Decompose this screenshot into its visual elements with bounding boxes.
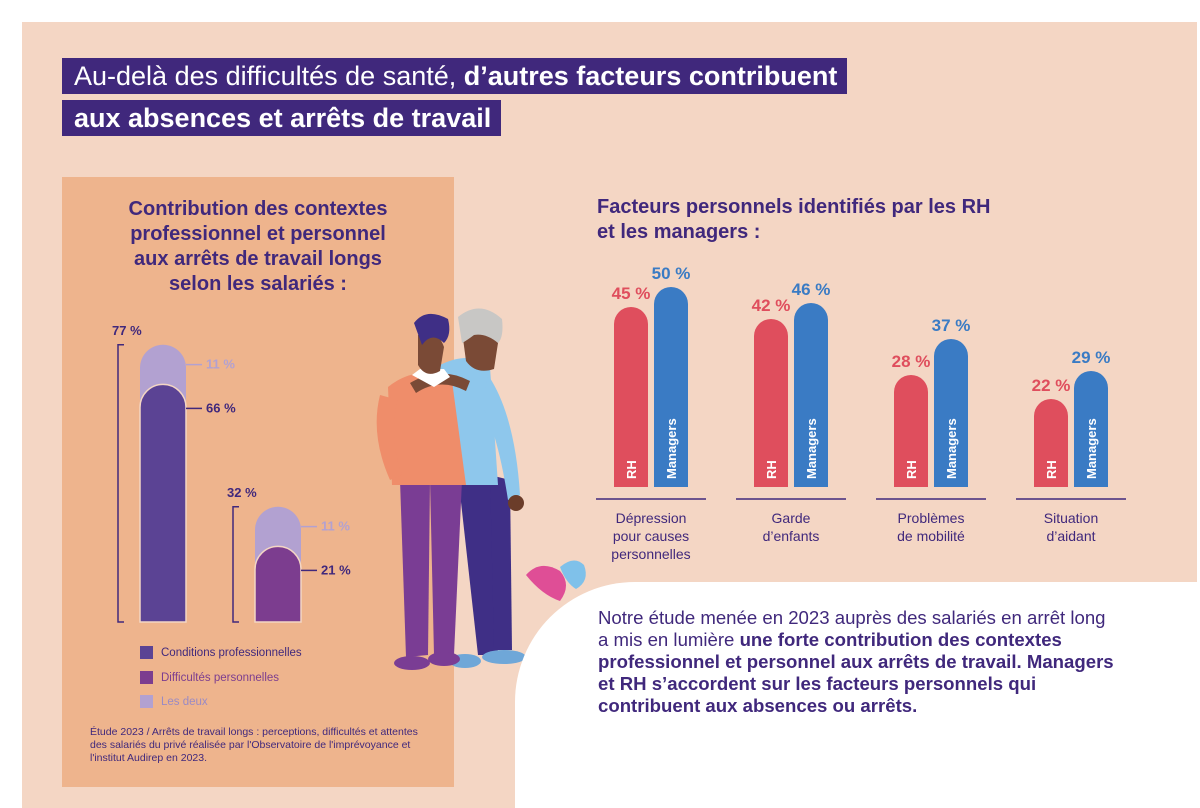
- data-label: 42 %: [752, 296, 791, 315]
- blue-drop: [560, 560, 586, 589]
- right-chart-title: Facteurs personnels identifiés par les R…: [597, 195, 990, 245]
- right-grouped-chart: 45 % RH 50 % Managers Dépression pour causes p…: [596, 264, 1126, 562]
- legend-swatch: [140, 671, 153, 684]
- total-bracket: [232, 506, 239, 623]
- man-2-head: [462, 327, 498, 371]
- title-regular: Au-delà des difficultés de santé,: [74, 61, 464, 91]
- series-name-label: RH: [764, 460, 779, 479]
- left-title-line: aux arrêts de travail longs: [134, 248, 382, 270]
- speech-bubble: [515, 582, 1200, 808]
- legend-item-conditions: Conditions professionnelles: [140, 646, 302, 659]
- man-1-body: [388, 373, 466, 485]
- data-label: 50 %: [652, 264, 691, 283]
- data-label: 45 %: [612, 284, 651, 303]
- data-label: 37 %: [932, 316, 971, 335]
- bubble-text-regular: Notre étude menée en 2023 auprès des sal…: [598, 607, 1106, 650]
- man-1-leg: [400, 480, 430, 657]
- legend-item-difficultes: Difficultés personnelles: [140, 671, 279, 684]
- left-panel: [62, 177, 454, 787]
- bar-managers: [1074, 371, 1108, 487]
- man-1-arm: [376, 395, 402, 480]
- category-label: d’aidant: [1046, 528, 1095, 544]
- illustration: [376, 308, 526, 670]
- legend-swatch: [140, 646, 153, 659]
- category-label: de mobilité: [897, 528, 965, 544]
- legend-label: Difficultés personnelles: [161, 671, 280, 684]
- series-name-label: Managers: [944, 418, 959, 479]
- category-label: Problèmes: [898, 510, 965, 526]
- total-label: 32 %: [227, 485, 257, 500]
- left-chart-title: Contribution des contextes professionnel…: [62, 197, 454, 297]
- left-stacked-chart: 77 % 11 % 66 % 32 % 11 % 21 %: [112, 323, 351, 623]
- man-1-hair: [414, 313, 450, 345]
- total-label: 77 %: [112, 323, 142, 338]
- bar-managers: [654, 287, 688, 487]
- segment-label: 66 %: [206, 400, 236, 415]
- data-label: 28 %: [892, 352, 931, 371]
- total-bracket: [117, 344, 124, 623]
- segment-label: 21 %: [321, 562, 351, 577]
- legend-item-les-deux: Les deux: [140, 695, 208, 708]
- series-name-label: Managers: [1084, 418, 1099, 479]
- series-name-label: Managers: [664, 418, 679, 479]
- category-label: d’enfants: [763, 528, 820, 544]
- bar-rh: [894, 375, 928, 487]
- series-name-label: Managers: [804, 418, 819, 479]
- title-line-2: aux absences et arrêts de travail: [62, 100, 502, 136]
- left-title-line: selon les salariés :: [169, 273, 347, 295]
- series-name-label: RH: [1044, 460, 1059, 479]
- data-label: 29 %: [1072, 348, 1111, 367]
- bubble-text-bold: une forte contribution des contextes pro…: [598, 629, 1114, 716]
- man-2-hair: [458, 308, 503, 343]
- bubble-decoration: [526, 560, 586, 601]
- man-1-collar: [412, 369, 450, 387]
- category-label: personnelles: [611, 546, 690, 562]
- legend-label: Les deux: [161, 695, 208, 708]
- category-label: Situation: [1044, 510, 1098, 526]
- bar-rh: [754, 319, 788, 487]
- bar-managers: [934, 339, 968, 487]
- category-label: Garde: [772, 510, 811, 526]
- series-name-label: RH: [624, 460, 639, 479]
- man-2-leg: [458, 475, 498, 655]
- man-1-leg: [430, 480, 462, 655]
- bubble-text: Notre étude menée en 2023 auprès des sal…: [598, 607, 1118, 717]
- title-bold: d’autres facteurs contribuent: [463, 61, 838, 91]
- bar-rh: [614, 307, 648, 487]
- footnote: Étude 2023 / Arrêts de travail longs : p…: [90, 726, 418, 764]
- man-1-shoe: [428, 652, 460, 666]
- series-name-label: RH: [904, 460, 919, 479]
- pink-drop: [526, 565, 566, 601]
- man-2-shoe: [482, 650, 526, 664]
- bar-managers: [794, 303, 828, 487]
- category-label: pour causes: [613, 528, 689, 544]
- right-title-line: et les managers :: [597, 221, 761, 243]
- man-1-shoe: [394, 656, 430, 670]
- data-label: 46 %: [792, 280, 831, 299]
- legend-swatch: [140, 695, 153, 708]
- man-2-arm: [482, 375, 520, 500]
- left-title-line: professionnel et personnel: [130, 223, 386, 245]
- category-label: Dépression: [616, 510, 687, 526]
- data-label: 22 %: [1032, 376, 1071, 395]
- man-2-hand: [508, 495, 524, 511]
- stack-segment-bottom: [254, 545, 302, 623]
- man-2-leg: [490, 475, 512, 650]
- legend-label: Conditions professionnelles: [161, 646, 302, 659]
- bar-rh: [1034, 399, 1068, 487]
- man-1-head: [418, 331, 444, 374]
- right-title-line: Facteurs personnels identifiés par les R…: [597, 196, 991, 218]
- stack-segment-bottom: [139, 383, 187, 623]
- title-line-1: Au-delà des difficultés de santé, d’autr…: [62, 58, 848, 94]
- segment-label: 11 %: [206, 357, 235, 372]
- segment-label: 11 %: [321, 519, 350, 534]
- left-title-line: Contribution des contextes: [128, 198, 388, 220]
